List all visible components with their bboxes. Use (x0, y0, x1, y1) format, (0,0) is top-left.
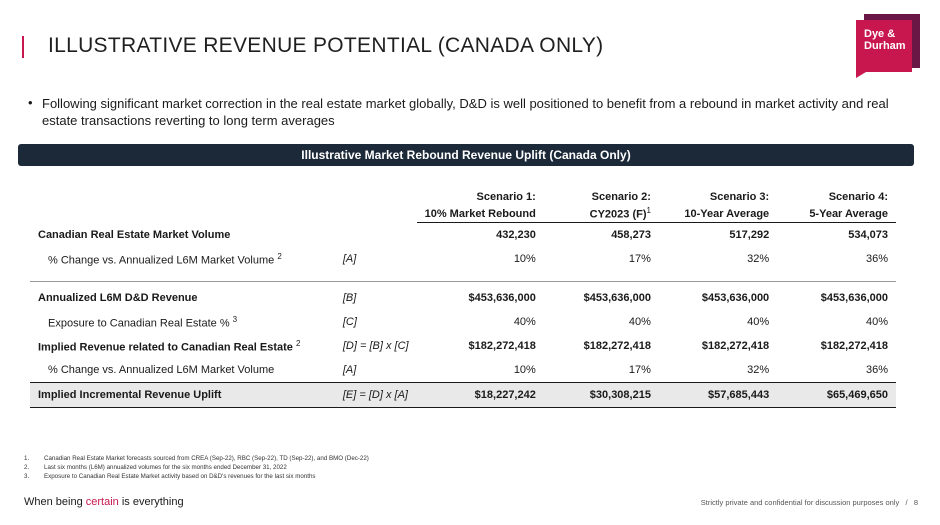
table-row: Annualized L6M D&D Revenue [B] $453,636,… (30, 286, 896, 310)
scenario-3-subtitle: 10-Year Average (658, 205, 778, 223)
cell: 40% (628, 316, 651, 328)
cell: 32% (747, 253, 770, 265)
cell: $182,272,418 (701, 340, 770, 352)
cell: $453,636,000 (701, 292, 770, 304)
row-label: % Change vs. Annualized L6M Market Volum… (48, 251, 282, 267)
scenario-4-subtitle: 5-Year Average (777, 205, 896, 223)
cell: 534,073 (848, 229, 888, 241)
table-row: Canadian Real Estate Market Volume 432,2… (30, 223, 896, 248)
confidentiality-footer: Strictly private and confidential for di… (700, 498, 918, 507)
scenario-4-title: Scenario 4: (828, 190, 888, 203)
cell: $30,308,215 (543, 382, 659, 408)
dye-durham-logo: Dye & Durham (852, 14, 920, 78)
table-row-total: Implied Incremental Revenue Uplift [E] =… (30, 382, 896, 408)
scenario-1-subtitle: 10% Market Rebound (416, 205, 544, 223)
row-label: Canadian Real Estate Market Volume (38, 228, 231, 241)
cell: 36% (865, 253, 888, 265)
cell: 432,230 (496, 229, 536, 241)
cell: $453,636,000 (583, 292, 651, 304)
cell: $453,636,000 (820, 292, 888, 304)
table-banner: Illustrative Market Rebound Revenue Upli… (18, 144, 914, 166)
row-label: Implied Incremental Revenue Uplift (30, 382, 323, 408)
row-ref: [A] (342, 364, 357, 376)
logo-line-2: Durham (864, 40, 906, 52)
page-title: ILLUSTRATIVE REVENUE POTENTIAL (CANADA O… (48, 34, 604, 57)
cell: $57,685,443 (658, 382, 778, 408)
title-accent-bar (22, 36, 24, 58)
cell: 458,273 (611, 229, 651, 241)
row-label: % Change vs. Annualized L6M Market Volum… (48, 364, 275, 376)
row-label: Annualized L6M D&D Revenue (38, 292, 198, 304)
cell: $65,469,650 (777, 382, 896, 408)
row-label: Exposure to Canadian Real Estate % 3 (48, 314, 238, 330)
cell: 36% (865, 364, 888, 376)
cell: 517,292 (729, 229, 770, 241)
row-ref: [C] (342, 316, 357, 328)
footnotes: 1. Canadian Real Estate Market forecasts … (24, 454, 369, 481)
cell: $453,636,000 (468, 292, 536, 304)
footnote: 2. Last six months (L6M) annualized volum… (24, 464, 287, 471)
cell: $182,272,418 (820, 340, 888, 352)
cell: 40% (513, 316, 536, 328)
row-divider (30, 271, 896, 282)
bullet-marker: • (28, 95, 33, 110)
table-row: Exposure to Canadian Real Estate % 3 [C]… (30, 310, 896, 334)
row-ref (323, 223, 417, 248)
footer-separator: / (905, 498, 908, 507)
cell: $182,272,418 (583, 340, 651, 352)
cell: 40% (865, 316, 888, 328)
logo-line-1: Dye & (864, 28, 896, 40)
scenario-3-title: Scenario 3: (709, 190, 770, 203)
cell: 10% (513, 253, 536, 265)
row-ref: [E] = [D] x [A] (322, 382, 417, 408)
bullet-text: Following significant market correction … (42, 96, 889, 128)
scenario-1-title: Scenario 1: (476, 190, 536, 203)
cell: 17% (628, 364, 651, 376)
scenario-2-title: Scenario 2: (591, 190, 651, 203)
row-ref: [D] = [B] x [C] (342, 340, 409, 352)
row-ref: [A] (342, 253, 357, 265)
table-row: % Change vs. Annualized L6M Market Volum… (30, 358, 896, 383)
header-row-1: Scenario 1: Scenario 2: Scenario 3: Scen… (30, 188, 896, 205)
cell: 10% (513, 364, 536, 376)
table-row: Implied Revenue related to Canadian Real… (30, 334, 896, 358)
cell: $18,227,242 (416, 382, 544, 408)
header-row-2: 10% Market Rebound CY2023 (F)1 10-Year A… (30, 205, 896, 223)
scenario-2-subtitle: CY2023 (F)1 (543, 205, 659, 223)
cell: 17% (628, 253, 651, 265)
row-label: Implied Revenue related to Canadian Real… (38, 338, 301, 354)
cell: $182,272,418 (468, 340, 536, 352)
row-ref: [B] (342, 292, 357, 304)
table-row: % Change vs. Annualized L6M Market Volum… (30, 247, 896, 271)
revenue-table: Scenario 1: Scenario 2: Scenario 3: Scen… (30, 188, 896, 408)
page-number: 8 (913, 498, 918, 507)
footnote: 1. Canadian Real Estate Market forecasts … (24, 455, 369, 462)
cell: 40% (747, 316, 770, 328)
footnote: 3. Exposure to Canadian Real Estate Marke… (24, 473, 316, 480)
cell: 32% (747, 364, 770, 376)
tagline: When being certain is everything (24, 496, 184, 508)
